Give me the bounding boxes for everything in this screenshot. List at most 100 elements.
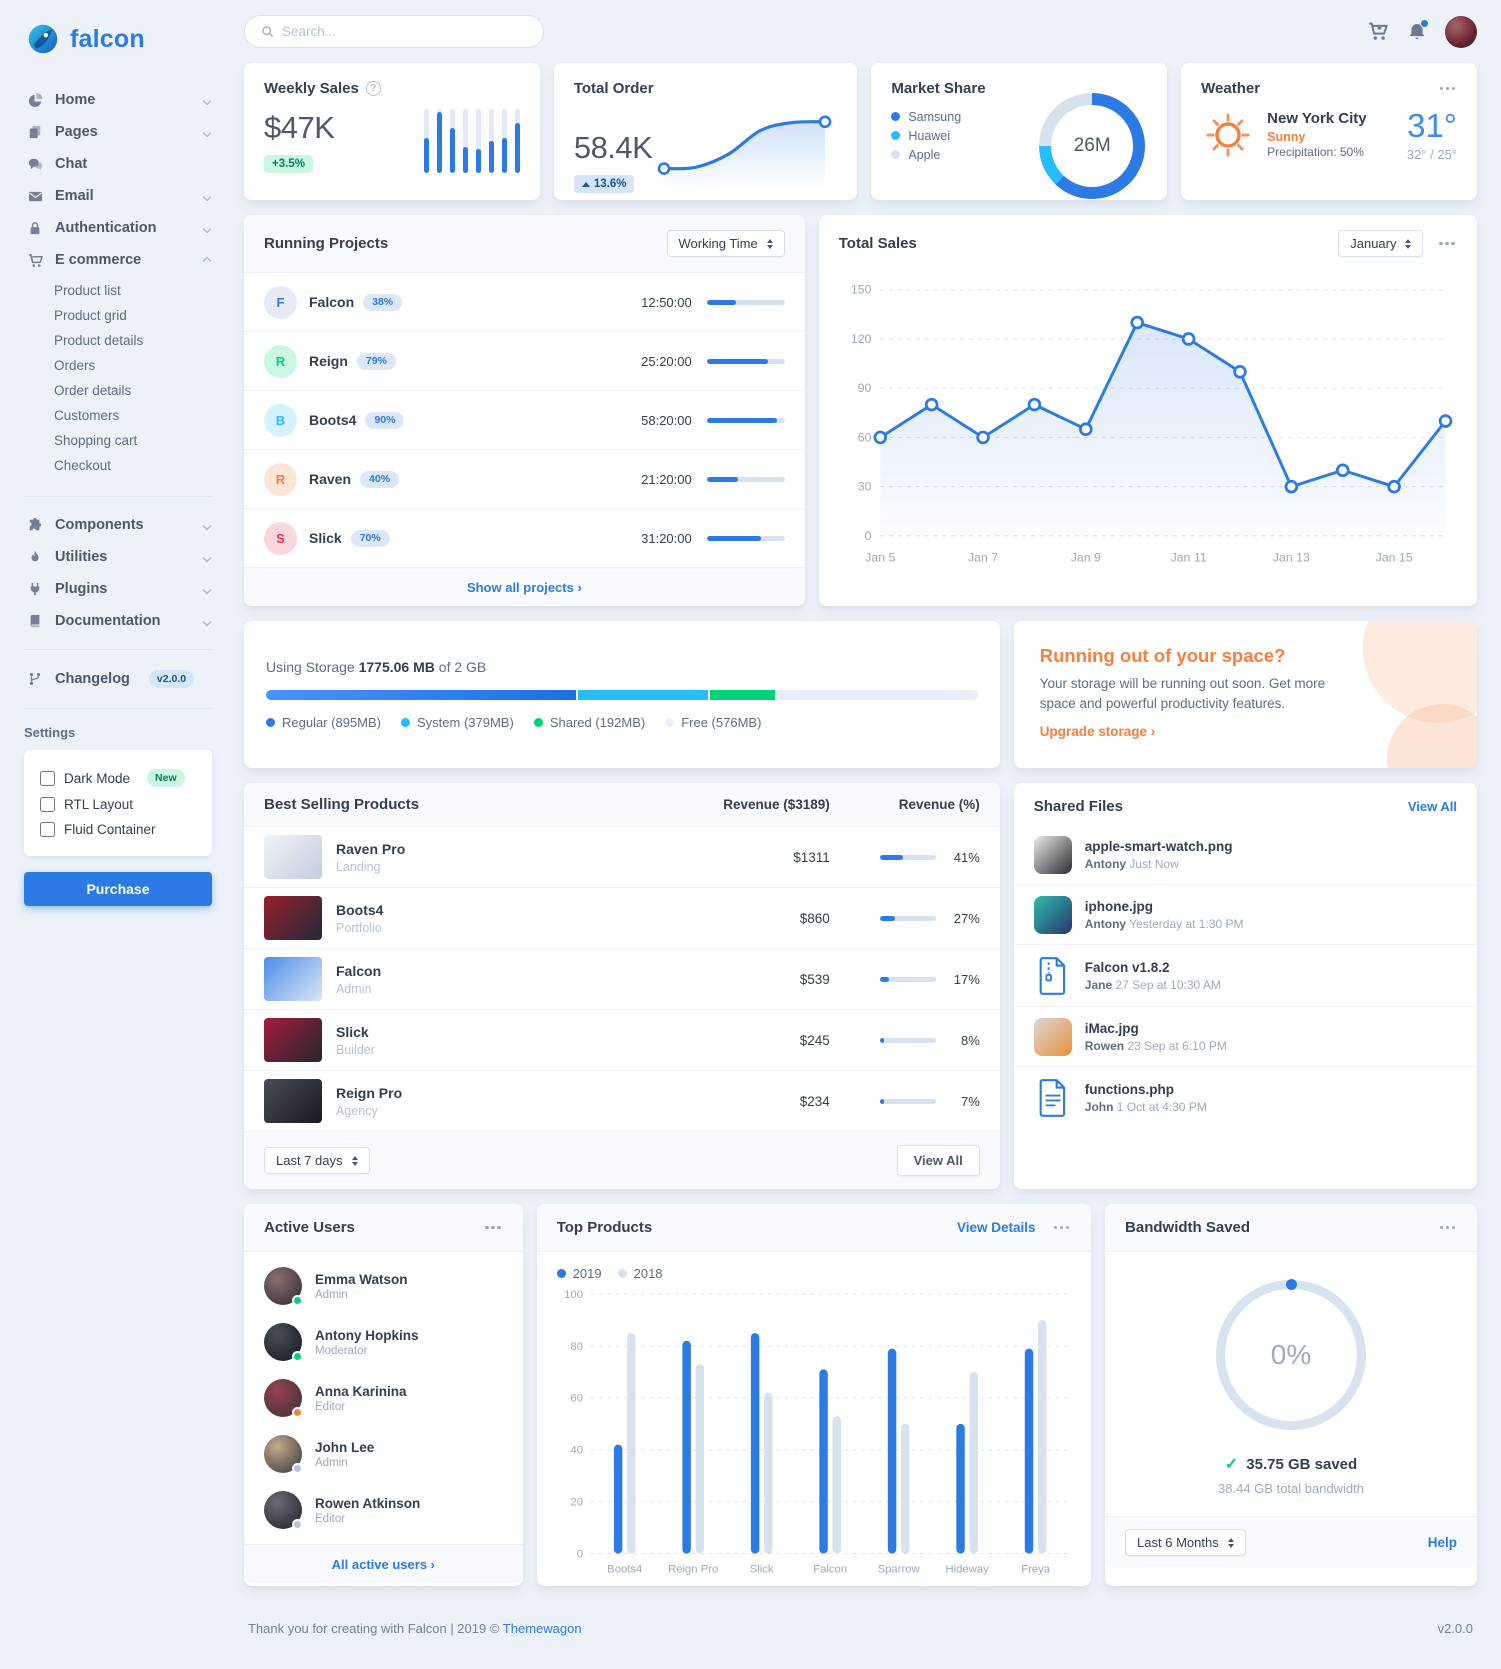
user-name[interactable]: Rowen Atkinson	[315, 1495, 421, 1511]
themewagon-link[interactable]: Themewagon	[502, 1620, 582, 1636]
sidebar-item-utilities[interactable]: Utilities	[24, 541, 212, 573]
file-name[interactable]: iphone.jpg	[1084, 898, 1154, 914]
view-details-link[interactable]: View Details	[957, 1220, 1036, 1235]
top-products-menu-icon[interactable]	[1052, 1222, 1072, 1234]
sidebar-item-label: Home	[55, 92, 96, 108]
file-name[interactable]: Falcon v1.8.2	[1084, 959, 1170, 975]
chevron-down-icon	[202, 124, 212, 140]
project-name[interactable]: Falcon	[309, 294, 355, 310]
weather-range: 32° / 25°	[1406, 147, 1457, 162]
weekly-sales-value: $47K	[264, 110, 335, 145]
project-name[interactable]: Reign	[309, 353, 348, 369]
month-select[interactable]: January	[1338, 230, 1424, 257]
bandwidth-menu-icon[interactable]	[1438, 1222, 1458, 1234]
sidebar-subitem-product-grid[interactable]: Product grid	[54, 308, 127, 323]
user-name[interactable]: Antony Hopkins	[315, 1327, 419, 1343]
sidebar-item-components[interactable]: Components	[24, 509, 212, 541]
product-name[interactable]: Boots4	[336, 901, 384, 918]
svg-text:Jan 11: Jan 11	[1170, 551, 1206, 565]
rtl-layout-checkbox[interactable]	[40, 797, 55, 812]
all-active-users-link[interactable]: All active users ›	[331, 1557, 435, 1572]
question-circle-icon[interactable]: ?	[365, 81, 381, 96]
project-percent-badge: 70%	[350, 529, 390, 547]
setting-rtl-layout[interactable]: RTL Layout	[40, 792, 196, 817]
user-name[interactable]: Emma Watson	[315, 1271, 408, 1287]
total-sales-menu-icon[interactable]	[1437, 238, 1457, 250]
file-name[interactable]: functions.php	[1084, 1081, 1174, 1097]
sidebar-subitem-product-details[interactable]: Product details	[54, 333, 144, 348]
product-name[interactable]: Reign Pro	[336, 1084, 403, 1101]
chevron-down-icon	[202, 549, 212, 565]
upgrade-storage-link[interactable]: Upgrade storage ›	[1039, 724, 1156, 740]
purchase-button[interactable]: Purchase	[24, 872, 212, 906]
bell-icon[interactable]	[1407, 18, 1429, 42]
user-name[interactable]: John Lee	[315, 1439, 375, 1455]
weather-menu-icon[interactable]	[1438, 83, 1458, 95]
user-info: Emma Watson Admin	[315, 1272, 408, 1301]
sidebar-item-e-commerce[interactable]: E commerce	[24, 244, 212, 276]
chevron-down-icon	[202, 581, 212, 597]
sidebar-subitem-product-list[interactable]: Product list	[54, 283, 121, 298]
chevron-glyph	[202, 585, 212, 595]
project-progress-group: 58:20:00	[641, 413, 785, 428]
fluid-container-checkbox[interactable]	[40, 822, 55, 837]
sidebar-subitem-checkout[interactable]: Checkout	[54, 458, 112, 473]
sidebar-item-email[interactable]: Email	[24, 180, 212, 212]
sidebar-subitem-shopping-cart[interactable]: Shopping cart	[54, 433, 138, 448]
bandwidth-title: Bandwidth Saved	[1125, 1219, 1251, 1236]
working-time-select[interactable]: Working Time	[666, 230, 785, 257]
legend-dot	[617, 1269, 627, 1278]
legend-dot	[556, 1269, 566, 1278]
revenue-progress-fill	[879, 1098, 884, 1104]
last-6-months-select[interactable]: Last 6 Months	[1125, 1529, 1246, 1556]
active-users-menu-icon[interactable]	[483, 1222, 503, 1234]
setting-fluid-container[interactable]: Fluid Container	[40, 817, 196, 842]
sidebar-item-documentation[interactable]: Documentation	[24, 605, 212, 637]
dark-mode-checkbox[interactable]	[40, 770, 55, 786]
search-input[interactable]	[282, 24, 527, 39]
help-link[interactable]: Help	[1427, 1535, 1457, 1550]
product-revenue: $234	[799, 1093, 830, 1109]
user-avatar[interactable]	[1445, 15, 1477, 48]
product-revenue: $860	[799, 910, 830, 926]
product-category: Agency	[336, 1103, 378, 1118]
file-meta: John 1 Oct at 4:30 PM	[1084, 1099, 1207, 1114]
sidebar-item-plugins[interactable]: Plugins	[24, 573, 212, 605]
zip-file-icon	[1034, 956, 1072, 996]
view-all-button[interactable]: View All	[896, 1145, 980, 1176]
show-all-projects-link[interactable]: Show all projects ›	[466, 580, 582, 595]
sidebar-subitem-orders[interactable]: Orders	[54, 358, 96, 373]
sidebar-item-home[interactable]: Home	[24, 84, 212, 116]
sidebar-item-changelog[interactable]: Changelog v2.0.0	[24, 662, 212, 696]
project-name[interactable]: Boots4	[309, 412, 357, 428]
chevron-glyph	[202, 192, 212, 202]
product-name[interactable]: Falcon	[336, 962, 382, 979]
project-name[interactable]: Slick	[309, 530, 342, 546]
logo[interactable]: falcon	[24, 14, 212, 84]
chevron-glyph	[202, 96, 212, 106]
user-name[interactable]: Anna Karinina	[315, 1383, 407, 1399]
best-selling-header: Best Selling Products Revenue ($3189) Re…	[244, 783, 1000, 826]
sidebar-subitem-order-details[interactable]: Order details	[54, 383, 132, 398]
sidebar-item-chat[interactable]: Chat	[24, 148, 212, 180]
file-thumbnail	[1033, 835, 1072, 874]
sidebar-item-authentication[interactable]: Authentication	[24, 212, 212, 244]
product-row-raven-pro: Raven Pro Landing $1311 41%	[244, 826, 1000, 887]
sidebar-subitem-customers[interactable]: Customers	[54, 408, 120, 423]
product-name-group: Raven Pro Landing	[336, 841, 405, 874]
file-owner: Jane	[1084, 977, 1113, 992]
last-7-days-select[interactable]: Last 7 days	[264, 1147, 370, 1174]
file-name[interactable]: apple-smart-watch.png	[1084, 838, 1233, 854]
storage-legend-item: System (379MB)	[401, 715, 514, 730]
shared-files-view-all-link[interactable]: View All	[1407, 799, 1457, 814]
sidebar-item-label: Authentication	[55, 220, 157, 236]
cart-plus-icon[interactable]	[1368, 21, 1389, 42]
project-name[interactable]: Raven	[309, 471, 352, 487]
chevron-down-icon	[202, 613, 212, 629]
sidebar-item-pages[interactable]: Pages	[24, 116, 212, 148]
setting-dark-mode[interactable]: Dark Mode New	[40, 764, 196, 792]
product-name[interactable]: Raven Pro	[336, 840, 406, 857]
svg-text:80: 80	[570, 1341, 583, 1353]
product-name[interactable]: Slick	[336, 1023, 369, 1040]
file-name[interactable]: iMac.jpg	[1084, 1020, 1139, 1036]
